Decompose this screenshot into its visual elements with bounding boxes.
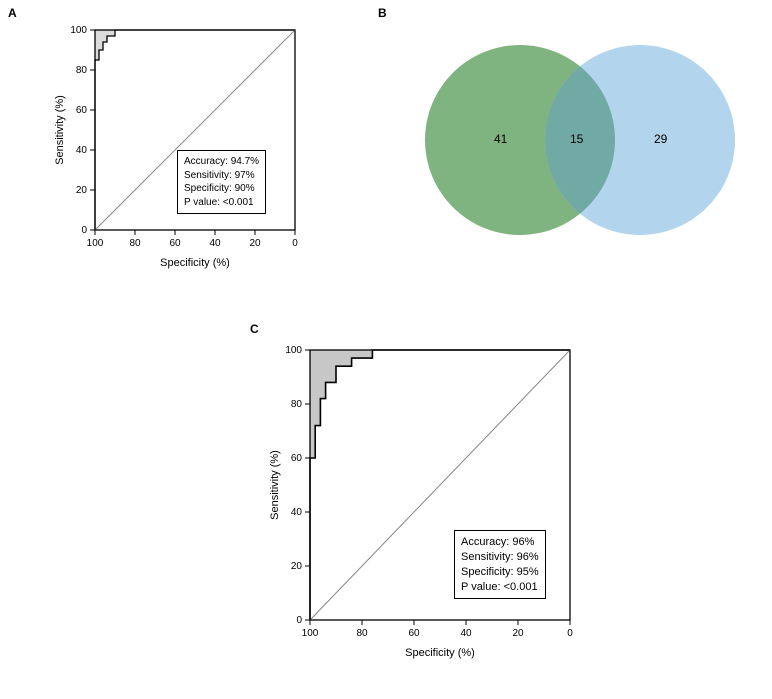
panel-a-stats-box: Accuracy: 94.7% Sensitivity: 97% Specifi…	[177, 150, 266, 214]
value: 96%	[517, 551, 539, 563]
panel-c-stats-box: Accuracy: 96% Sensitivity: 96% Specifici…	[454, 530, 546, 599]
svg-text:Specificity (%): Specificity (%)	[160, 257, 230, 269]
svg-text:100: 100	[302, 628, 319, 639]
value: 96%	[512, 536, 534, 548]
svg-text:80: 80	[291, 399, 303, 410]
label: Sensitivity	[461, 551, 511, 563]
venn-intersection-count: 15	[570, 132, 583, 146]
panel-a-label: A	[8, 6, 17, 20]
svg-text:40: 40	[460, 628, 472, 639]
panel-a-sensitivity: Sensitivity: 97%	[184, 169, 259, 183]
panel-a-pvalue: P value: <0.001	[184, 196, 259, 210]
panel-c-label: C	[250, 322, 259, 336]
panel-c-specificity: Specificity: 95%	[461, 565, 539, 580]
value: <0.001	[223, 197, 254, 208]
svg-text:80: 80	[356, 628, 368, 639]
venn-right-count: 29	[654, 132, 667, 146]
svg-text:0: 0	[567, 628, 573, 639]
svg-text:Specificity (%): Specificity (%)	[405, 647, 475, 659]
value: 94.7%	[231, 156, 259, 167]
label: P value	[461, 581, 498, 593]
svg-text:40: 40	[76, 145, 88, 156]
svg-text:20: 20	[291, 561, 303, 572]
svg-text:20: 20	[249, 238, 261, 249]
label: Specificity	[184, 183, 229, 194]
svg-text:80: 80	[129, 238, 141, 249]
roc-c-svg: 100 80 60 40 20 0 0 20 40 60 80 100 Specificity (%) S…	[250, 340, 620, 680]
svg-text:100: 100	[70, 25, 87, 36]
svg-text:0: 0	[296, 615, 302, 626]
svg-text:20: 20	[76, 185, 88, 196]
svg-text:80: 80	[76, 65, 88, 76]
svg-text:40: 40	[291, 507, 303, 518]
label: P value	[184, 197, 217, 208]
panel-a-accuracy: Accuracy: 94.7%	[184, 155, 259, 169]
svg-text:100: 100	[285, 345, 302, 356]
label: Sensitivity	[184, 170, 229, 181]
panel-c-sensitivity: Sensitivity: 96%	[461, 550, 539, 565]
svg-text:0: 0	[81, 225, 87, 236]
svg-text:100: 100	[87, 238, 104, 249]
figure-page: A 100 80 60 40 20 0 0 20 40 60 80 100 Specificity (%…	[0, 0, 772, 699]
panel-c-pvalue: P value: <0.001	[461, 580, 539, 595]
svg-text:60: 60	[408, 628, 420, 639]
svg-text:60: 60	[76, 105, 88, 116]
venn-left-count: 41	[494, 132, 507, 146]
panel-b-label: B	[378, 6, 387, 20]
label: Accuracy	[461, 536, 506, 548]
label: Accuracy	[184, 156, 225, 167]
panel-a-specificity: Specificity: 90%	[184, 182, 259, 196]
value: 95%	[517, 566, 539, 578]
value: 90%	[235, 183, 255, 194]
svg-text:Sensitivity (%): Sensitivity (%)	[269, 450, 281, 520]
panel-c-roc-chart: 100 80 60 40 20 0 0 20 40 60 80 100 Specificity (%) S…	[250, 340, 620, 685]
svg-text:40: 40	[209, 238, 221, 249]
svg-text:60: 60	[291, 453, 303, 464]
panel-a-roc-chart: 100 80 60 40 20 0 0 20 40 60 80 100 Specificity (%) S…	[40, 20, 330, 285]
svg-text:Sensitivity (%): Sensitivity (%)	[54, 95, 66, 165]
value: 97%	[235, 170, 255, 181]
label: Specificity	[461, 566, 511, 578]
svg-text:20: 20	[512, 628, 524, 639]
svg-text:0: 0	[292, 238, 298, 249]
svg-text:60: 60	[169, 238, 181, 249]
panel-c-accuracy: Accuracy: 96%	[461, 535, 539, 550]
panel-b-venn: 41 15 29	[400, 20, 760, 260]
value: <0.001	[504, 581, 538, 593]
